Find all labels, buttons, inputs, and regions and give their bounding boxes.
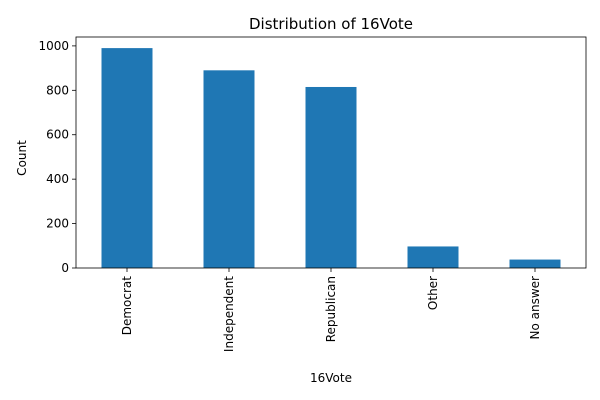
bar-no-answer: [509, 259, 561, 268]
x-axis-label: 16Vote: [310, 371, 352, 385]
y-tick-label: 800: [46, 83, 69, 97]
y-tick-label: 600: [46, 128, 69, 142]
y-tick-label: 400: [46, 172, 69, 186]
x-tick-label: Independent: [222, 276, 236, 352]
y-tick-label: 200: [46, 217, 69, 231]
bar-republican: [305, 86, 357, 269]
bar-other: [407, 246, 459, 268]
bar-independent: [203, 70, 255, 268]
y-axis-label: Count: [15, 140, 29, 176]
y-axis: 0 200 400 600 800 1000: [38, 39, 76, 275]
y-tick-label: 1000: [38, 39, 69, 53]
chart-title: Distribution of 16Vote: [249, 15, 413, 33]
bars-group: [101, 48, 561, 269]
x-axis: Democrat Independent Republican Other No ans…: [120, 268, 542, 352]
x-tick-label: Democrat: [120, 276, 134, 336]
y-tick-label: 0: [61, 261, 69, 275]
bar-democrat: [101, 48, 153, 268]
x-tick-label: No answer: [528, 276, 542, 340]
x-tick-label: Other: [426, 276, 440, 310]
x-tick-label: Republican: [324, 276, 338, 342]
